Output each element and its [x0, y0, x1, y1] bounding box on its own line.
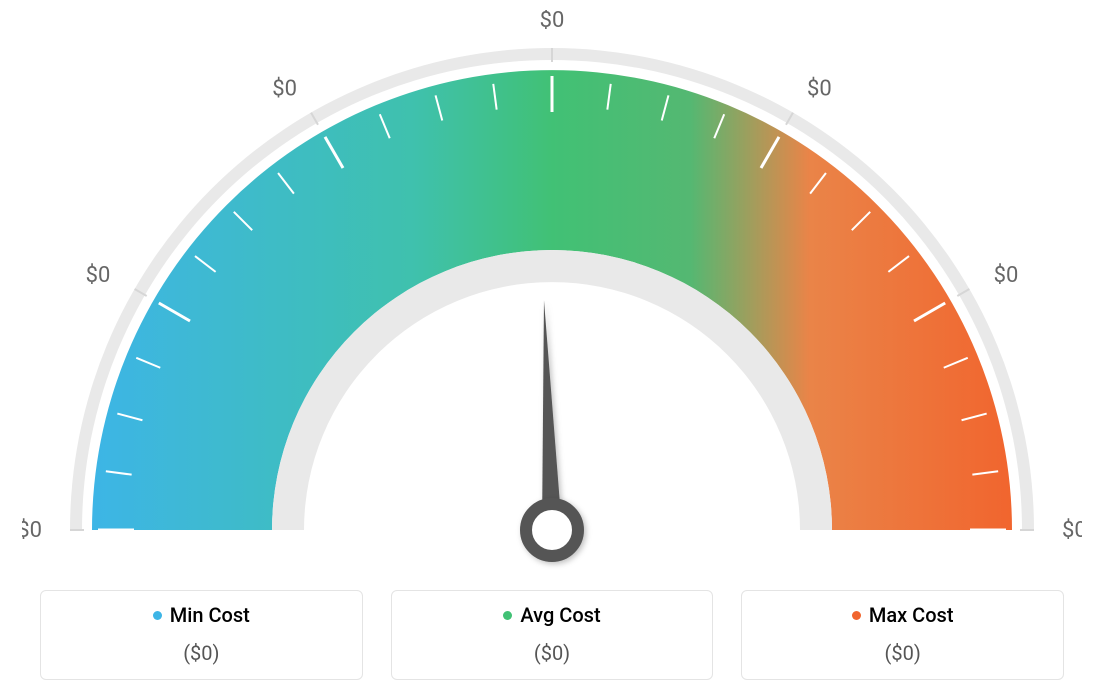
- dot-icon: [153, 611, 162, 620]
- cost-gauge-chart: $0 $0 $0 $0 $0 $0 $0 Min Cost ($0) Avg Cost ($…: [0, 0, 1104, 690]
- gauge-needle: [542, 300, 562, 530]
- gauge-scale-label: $0: [22, 518, 42, 543]
- legend-card-min: Min Cost ($0): [40, 590, 363, 680]
- gauge-hub: [526, 504, 578, 556]
- legend-label: Avg Cost: [520, 603, 600, 627]
- gauge-area: $0 $0 $0 $0 $0 $0 $0: [22, 10, 1082, 570]
- gauge-scale-label: $0: [540, 10, 565, 33]
- legend-value: ($0): [49, 641, 354, 665]
- dot-icon: [503, 611, 512, 620]
- gauge-scale-label: $0: [1062, 518, 1082, 543]
- dot-icon: [852, 611, 861, 620]
- gauge-scale-label: $0: [272, 76, 297, 101]
- legend-title-avg: Avg Cost: [503, 603, 600, 627]
- gauge-scale-label: $0: [86, 263, 111, 288]
- legend-card-avg: Avg Cost ($0): [391, 590, 714, 680]
- gauge-scale-label: $0: [807, 76, 832, 101]
- legend-row: Min Cost ($0) Avg Cost ($0) Max Cost ($0…: [40, 590, 1064, 680]
- legend-card-max: Max Cost ($0): [741, 590, 1064, 680]
- gauge-scale-label: $0: [994, 263, 1019, 288]
- legend-title-min: Min Cost: [153, 603, 250, 627]
- legend-title-max: Max Cost: [852, 603, 954, 627]
- legend-value: ($0): [750, 641, 1055, 665]
- legend-value: ($0): [400, 641, 705, 665]
- legend-label: Max Cost: [869, 603, 954, 627]
- legend-label: Min Cost: [170, 603, 250, 627]
- gauge-svg: $0 $0 $0 $0 $0 $0 $0: [22, 10, 1082, 570]
